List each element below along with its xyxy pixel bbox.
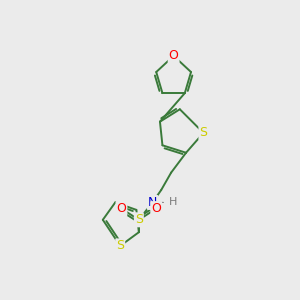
Text: S: S <box>200 126 207 140</box>
Text: H: H <box>169 197 178 207</box>
Text: S: S <box>116 239 124 252</box>
Text: O: O <box>116 202 126 215</box>
Text: O: O <box>151 202 161 215</box>
Text: S: S <box>135 213 143 226</box>
Text: N: N <box>148 196 157 209</box>
Text: O: O <box>169 50 178 62</box>
